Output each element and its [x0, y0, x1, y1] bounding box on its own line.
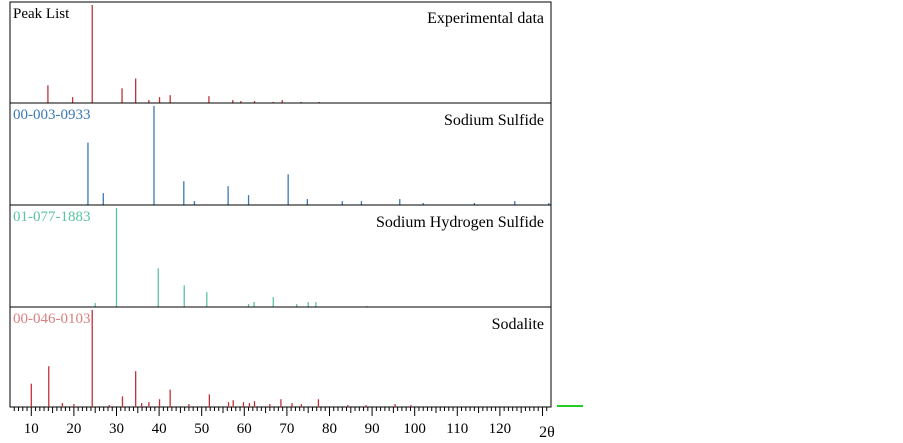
- panel-label: 00-046-0103: [13, 311, 91, 327]
- panel-title: Sodium Sulfide: [444, 112, 544, 129]
- panels-group: Peak List Experimental data 00-003-0933 Sod…: [9, 1, 552, 408]
- panel-1: Peak List Experimental data: [9, 1, 552, 104]
- x-axis-label: 2θ: [539, 424, 555, 441]
- x-tick-label: 60: [237, 421, 252, 437]
- panel-4: 00-046-0103 Sodalite: [9, 306, 552, 408]
- x-tick-label: 20: [66, 421, 81, 437]
- panel-title: Sodium Hydrogen Sulfide: [376, 214, 544, 231]
- panel-label: 01-077-1883: [13, 209, 91, 225]
- x-tick-label: 80: [322, 421, 337, 437]
- x-tick-label: 50: [194, 421, 209, 437]
- panel-label: Peak List: [13, 6, 70, 22]
- panel-title: Experimental data: [427, 10, 544, 27]
- x-tick-label: 90: [365, 421, 380, 437]
- x-tick-label: 30: [109, 421, 124, 437]
- panel-3: 01-077-1883 Sodium Hydrogen Sulfide: [9, 204, 552, 308]
- panel-label: 00-003-0933: [13, 107, 91, 123]
- panel-2: 00-003-0933 Sodium Sulfide: [9, 102, 552, 206]
- x-tick-label: 110: [446, 421, 468, 437]
- panel-frame: [9, 306, 552, 408]
- x-axis: 10 20 30 40 50 60 70 80 90 100 110 120 2θ: [13, 407, 555, 441]
- x-tick-label: 120: [489, 421, 512, 437]
- x-tick-label: 10: [24, 421, 39, 437]
- panel-title: Sodalite: [492, 316, 544, 333]
- x-tick-label: 100: [403, 421, 426, 437]
- x-tick-label: 70: [279, 421, 294, 437]
- x-tick-label: 40: [152, 421, 167, 437]
